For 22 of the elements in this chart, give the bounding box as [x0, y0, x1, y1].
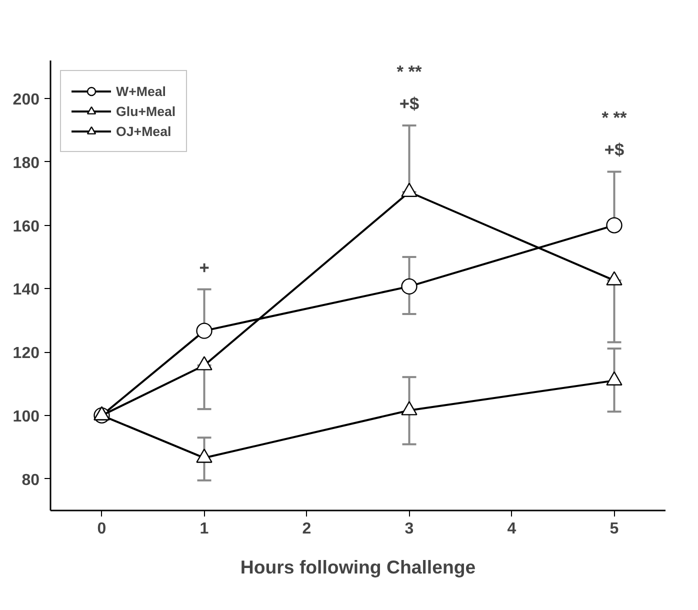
y-tick-label: 80: [22, 472, 40, 489]
y-tick-label: 160: [12, 218, 40, 236]
y-tick-label: 120: [12, 345, 40, 362]
y-tick-label: 180: [12, 154, 40, 172]
annotation: * **: [602, 108, 628, 128]
y-tick-label: 100: [12, 408, 40, 426]
y-tick-label: 140: [12, 282, 40, 299]
annotation: +: [199, 257, 210, 278]
x-tick-label: 4: [507, 520, 516, 538]
legend-label: Glu+Meal: [116, 103, 176, 119]
x-axis-title: Hours following Challenge: [240, 556, 476, 578]
annotation: * **: [396, 61, 422, 82]
x-tick-label: 1: [200, 520, 209, 538]
annotation: +$: [399, 93, 420, 114]
x-tick-label: 3: [404, 520, 414, 538]
legend-label: W+Meal: [116, 83, 166, 99]
x-tick-label: 0: [97, 520, 106, 538]
x-tick-label: 2: [302, 520, 312, 538]
y-tick-label: 200: [12, 92, 40, 109]
annotation: +$: [604, 140, 624, 160]
x-tick-label: 5: [610, 520, 619, 538]
legend-label: OJ+Meal: [116, 123, 172, 139]
